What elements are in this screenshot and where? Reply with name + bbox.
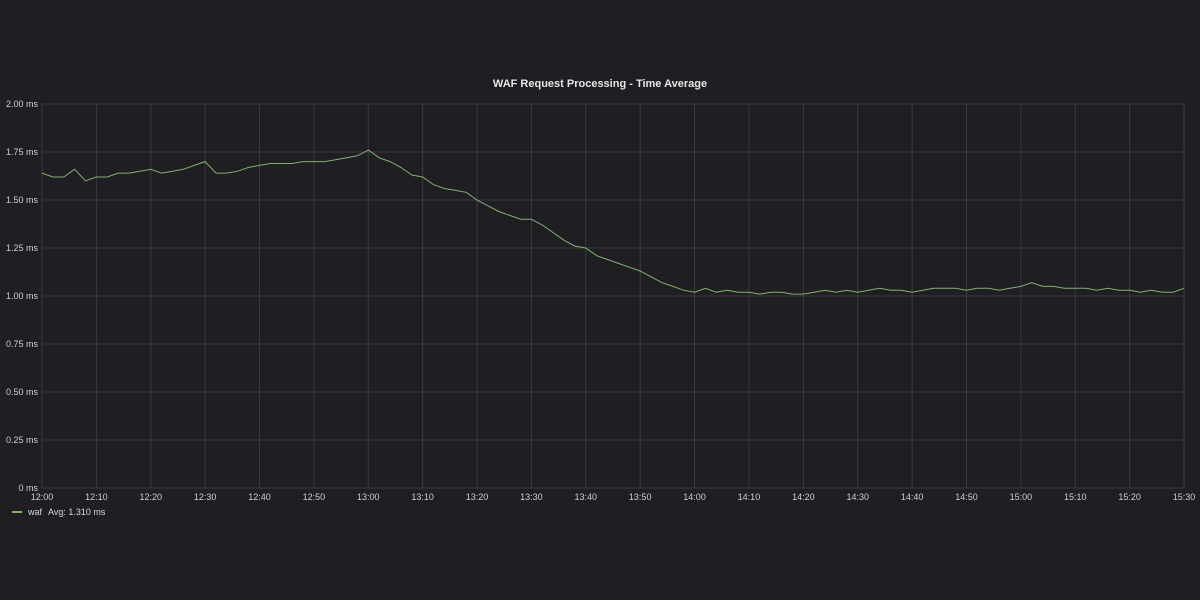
x-tick-label: 12:50 xyxy=(303,492,326,502)
x-tick-label: 14:40 xyxy=(901,492,924,502)
y-tick-label: 0.25 ms xyxy=(6,435,39,445)
x-tick-label: 14:00 xyxy=(683,492,706,502)
x-tick-label: 13:20 xyxy=(466,492,489,502)
y-tick-label: 0 ms xyxy=(18,483,38,493)
y-axis-ticks: 0 ms 0.25 ms 0.50 ms 0.75 ms 1.00 ms 1.25 ms 1… xyxy=(6,99,39,493)
x-tick-label: 12:10 xyxy=(85,492,108,502)
legend-series-name[interactable]: waf xyxy=(28,507,43,517)
x-tick-label: 13:10 xyxy=(411,492,434,502)
y-tick-label: 0.75 ms xyxy=(6,339,39,349)
series-layer xyxy=(41,149,1185,295)
y-tick-label: 1.25 ms xyxy=(6,243,39,253)
series-line-waf[interactable] xyxy=(41,149,1185,295)
y-tick-label: 1.00 ms xyxy=(6,291,39,301)
x-axis-ticks: 12:00 12:10 12:20 12:30 12:40 12:50 13:00 13:10… xyxy=(31,492,1196,502)
y-tick-label: 1.75 ms xyxy=(6,147,39,157)
x-tick-label: 14:10 xyxy=(738,492,761,502)
y-tick-label: 0.50 ms xyxy=(6,387,39,397)
x-tick-label: 13:40 xyxy=(575,492,598,502)
x-tick-label: 15:10 xyxy=(1064,492,1087,502)
x-tick-label: 12:20 xyxy=(139,492,162,502)
x-tick-label: 14:30 xyxy=(846,492,869,502)
y-tick-label: 1.50 ms xyxy=(6,195,39,205)
x-tick-label: 14:50 xyxy=(955,492,978,502)
legend-swatch xyxy=(12,511,22,513)
x-tick-label: 12:00 xyxy=(31,492,54,502)
x-tick-label: 13:50 xyxy=(629,492,652,502)
x-tick-label: 15:00 xyxy=(1010,492,1033,502)
legend-avg-value: Avg: 1.310 ms xyxy=(48,507,106,517)
x-tick-label: 12:30 xyxy=(194,492,217,502)
grid-lines xyxy=(41,103,1185,489)
x-tick-label: 15:20 xyxy=(1118,492,1141,502)
legend[interactable]: waf Avg: 1.310 ms xyxy=(12,507,105,517)
x-tick-label: 15:30 xyxy=(1173,492,1196,502)
x-tick-label: 13:30 xyxy=(520,492,543,502)
x-tick-label: 13:00 xyxy=(357,492,380,502)
x-tick-label: 14:20 xyxy=(792,492,815,502)
y-tick-label: 2.00 ms xyxy=(6,99,39,109)
x-tick-label: 12:40 xyxy=(248,492,271,502)
chart-title: WAF Request Processing - Time Average xyxy=(492,78,708,90)
